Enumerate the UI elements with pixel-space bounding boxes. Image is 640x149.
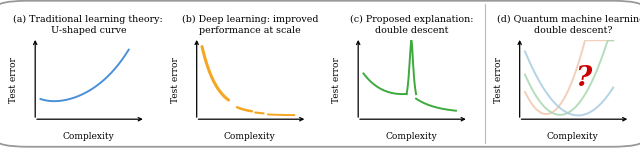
Text: Test error: Test error <box>171 57 180 103</box>
Text: U-shaped curve: U-shaped curve <box>51 27 126 35</box>
Text: double descent?: double descent? <box>534 27 612 35</box>
Text: Complexity: Complexity <box>547 132 598 141</box>
Text: performance at scale: performance at scale <box>199 27 301 35</box>
Text: Complexity: Complexity <box>63 132 114 141</box>
Text: ?: ? <box>575 65 591 92</box>
Text: (c) Proposed explanation:: (c) Proposed explanation: <box>349 15 473 24</box>
Text: Complexity: Complexity <box>224 132 276 141</box>
Text: Test error: Test error <box>10 57 19 103</box>
Text: (a) Traditional learning theory:: (a) Traditional learning theory: <box>13 15 163 24</box>
Text: double descent: double descent <box>374 27 448 35</box>
Text: (b) Deep learning: improved: (b) Deep learning: improved <box>182 15 318 24</box>
Text: (d) Quantum machine learning:: (d) Quantum machine learning: <box>497 15 640 24</box>
Text: Complexity: Complexity <box>385 132 437 141</box>
Text: Test error: Test error <box>332 57 341 103</box>
Text: Test error: Test error <box>494 57 503 103</box>
